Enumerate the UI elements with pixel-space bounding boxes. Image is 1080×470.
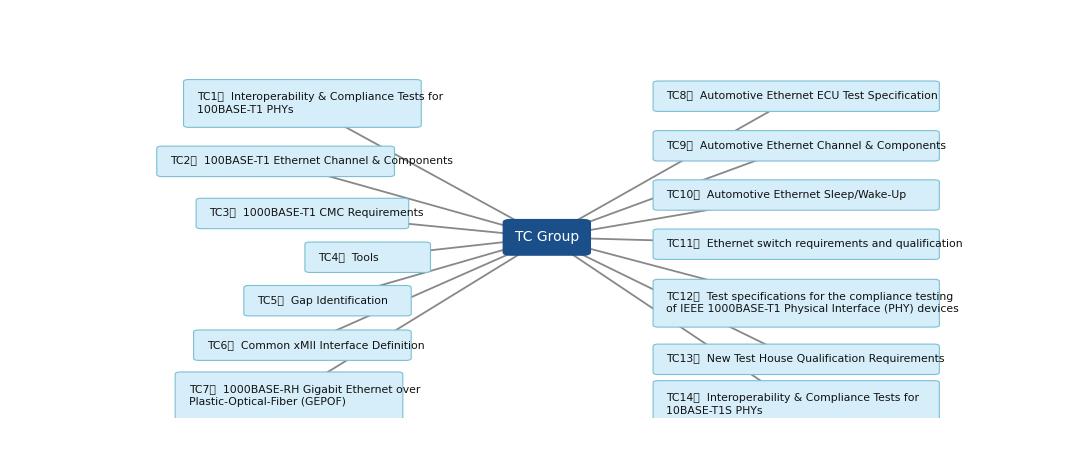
FancyBboxPatch shape — [653, 279, 940, 327]
Text: TC2：  100BASE-T1 Ethernet Channel & Components: TC2： 100BASE-T1 Ethernet Channel & Compo… — [171, 157, 453, 166]
FancyBboxPatch shape — [653, 131, 940, 161]
Text: TC5：  Gap Identification: TC5： Gap Identification — [257, 296, 388, 306]
Text: TC12：  Test specifications for the compliance testing
of IEEE 1000BASE-T1 Physic: TC12： Test specifications for the compli… — [666, 292, 959, 314]
FancyBboxPatch shape — [503, 219, 591, 255]
Text: TC10：  Automotive Ethernet Sleep/Wake-Up: TC10： Automotive Ethernet Sleep/Wake-Up — [666, 190, 907, 200]
Text: TC8：  Automotive Ethernet ECU Test Specification: TC8： Automotive Ethernet ECU Test Specif… — [666, 91, 939, 101]
FancyBboxPatch shape — [653, 381, 940, 429]
FancyBboxPatch shape — [175, 372, 403, 420]
Text: TC11：  Ethernet switch requirements and qualification: TC11： Ethernet switch requirements and q… — [666, 239, 963, 249]
FancyBboxPatch shape — [653, 229, 940, 259]
Text: TC4：  Tools: TC4： Tools — [319, 252, 379, 262]
Text: TC6：  Common xMII Interface Definition: TC6： Common xMII Interface Definition — [207, 340, 424, 350]
FancyBboxPatch shape — [653, 344, 940, 375]
FancyBboxPatch shape — [305, 242, 431, 273]
FancyBboxPatch shape — [184, 79, 421, 127]
FancyBboxPatch shape — [193, 330, 411, 360]
Text: TC14：  Interoperability & Compliance Tests for
10BASE-T1S PHYs: TC14： Interoperability & Compliance Test… — [666, 393, 919, 416]
FancyBboxPatch shape — [244, 285, 411, 316]
Text: TC13：  New Test House Qualification Requirements: TC13： New Test House Qualification Requi… — [666, 354, 945, 364]
FancyBboxPatch shape — [653, 81, 940, 111]
Text: TC1：  Interoperability & Compliance Tests for
100BASE-T1 PHYs: TC1： Interoperability & Compliance Tests… — [197, 92, 443, 115]
Text: TC7：  1000BASE-RH Gigabit Ethernet over
Plastic-Optical-Fiber (GEPOF): TC7： 1000BASE-RH Gigabit Ethernet over P… — [189, 384, 420, 407]
FancyBboxPatch shape — [653, 180, 940, 210]
FancyBboxPatch shape — [197, 198, 408, 229]
Text: TC9：  Automotive Ethernet Channel & Components: TC9： Automotive Ethernet Channel & Compo… — [666, 141, 946, 151]
Text: TC Group: TC Group — [515, 230, 579, 244]
FancyBboxPatch shape — [157, 146, 394, 177]
Text: TC3：  1000BASE-T1 CMC Requirements: TC3： 1000BASE-T1 CMC Requirements — [210, 209, 424, 219]
